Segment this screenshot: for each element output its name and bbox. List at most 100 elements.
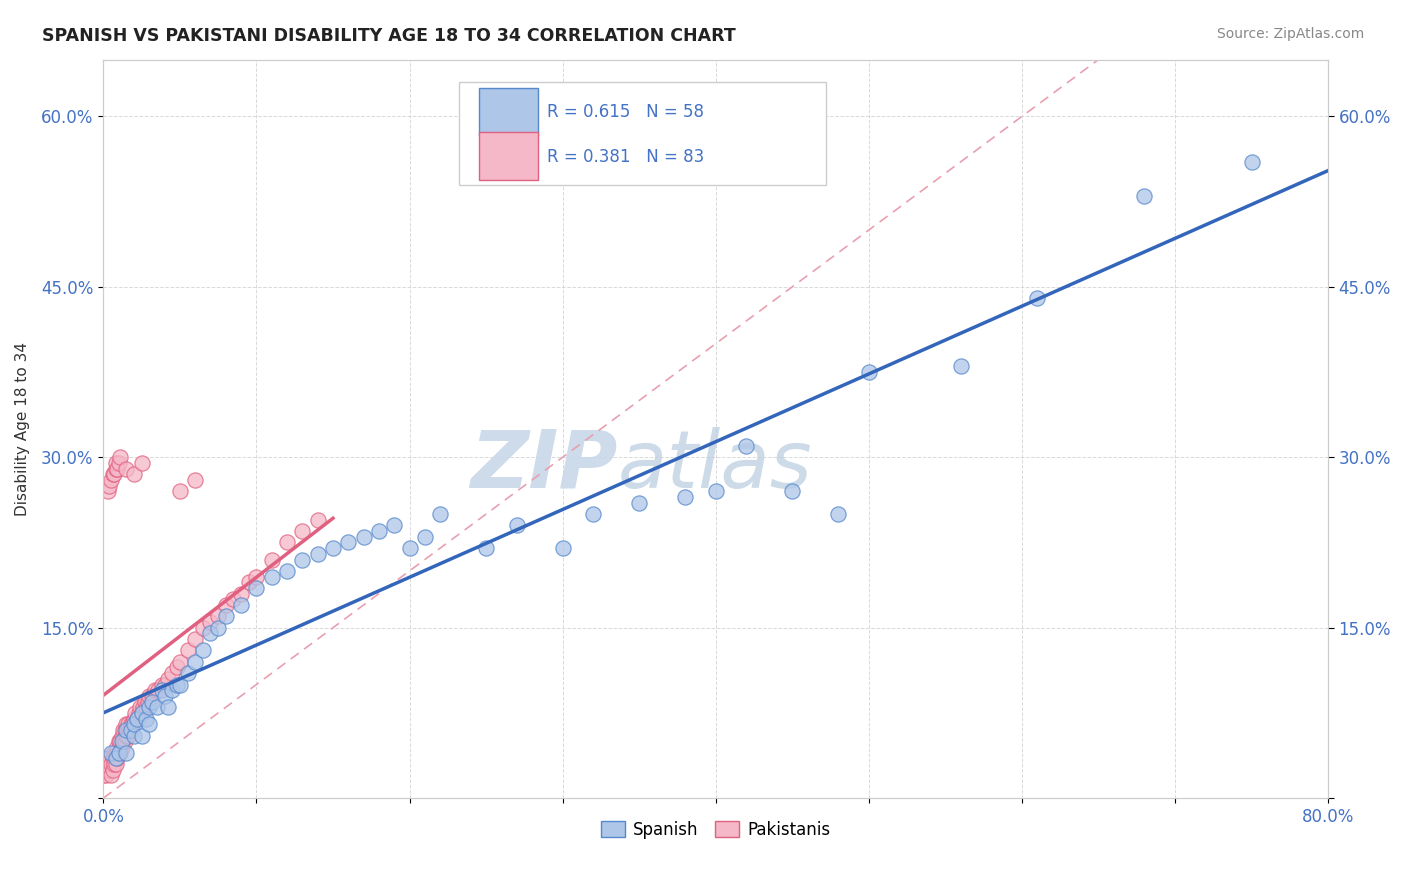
Point [322, 541, 344, 556]
Point [141, 695, 163, 709]
Point [200, 626, 222, 640]
Point [276, 564, 298, 578]
Text: atlas: atlas [617, 426, 813, 505]
Point [141, 689, 163, 703]
Point [276, 535, 298, 549]
Point [138, 689, 160, 703]
Point [97, 757, 120, 772]
Point [118, 723, 141, 737]
Point [114, 723, 136, 737]
Point [128, 706, 150, 720]
Point [238, 575, 260, 590]
Point [112, 734, 135, 748]
Point [138, 700, 160, 714]
Point [337, 535, 360, 549]
FancyBboxPatch shape [479, 88, 538, 136]
Point [101, 467, 124, 482]
Point [166, 660, 188, 674]
Point [104, 751, 127, 765]
Point [103, 467, 125, 482]
Point [949, 359, 972, 374]
Point [260, 569, 283, 583]
Point [105, 739, 128, 754]
Point [122, 729, 145, 743]
Point [176, 666, 198, 681]
Point [107, 746, 129, 760]
Point [104, 746, 127, 760]
Point [1026, 291, 1049, 305]
Point [858, 365, 880, 379]
Point [111, 729, 134, 743]
Point [125, 712, 148, 726]
Point [120, 717, 142, 731]
Point [131, 706, 153, 720]
Point [98, 763, 121, 777]
Point [108, 734, 131, 748]
Point [122, 712, 145, 726]
Point [1133, 189, 1156, 203]
Point [122, 717, 145, 731]
Point [112, 723, 135, 737]
Point [780, 484, 803, 499]
Point [111, 739, 134, 754]
Point [115, 746, 138, 760]
Point [105, 461, 128, 475]
Point [260, 552, 283, 566]
Point [134, 695, 156, 709]
Point [184, 655, 207, 669]
Point [291, 552, 314, 566]
Point [135, 712, 157, 726]
Point [100, 746, 122, 760]
Point [169, 655, 191, 669]
Point [153, 689, 176, 703]
Point [104, 461, 127, 475]
Point [291, 524, 314, 538]
Point [101, 763, 124, 777]
Point [108, 746, 131, 760]
Point [184, 473, 207, 487]
Point [121, 717, 143, 731]
Point [131, 729, 153, 743]
Point [96, 768, 118, 782]
Point [150, 683, 173, 698]
Point [704, 484, 727, 499]
Point [117, 729, 139, 743]
Point [124, 706, 146, 720]
Text: ZIP: ZIP [471, 426, 617, 505]
Point [91, 768, 114, 782]
Point [103, 746, 125, 760]
Point [103, 757, 125, 772]
Point [215, 598, 238, 612]
Point [104, 456, 127, 470]
Text: Source: ZipAtlas.com: Source: ZipAtlas.com [1216, 27, 1364, 41]
Text: R = 0.381   N = 83: R = 0.381 N = 83 [547, 148, 704, 166]
Point [207, 609, 229, 624]
Point [215, 609, 238, 624]
Point [169, 677, 191, 691]
Point [98, 751, 121, 765]
Point [628, 496, 651, 510]
Point [827, 507, 849, 521]
Point [105, 751, 128, 765]
Point [229, 586, 252, 600]
Point [148, 683, 170, 698]
Point [101, 751, 124, 765]
Point [115, 729, 138, 743]
Point [94, 763, 117, 777]
Point [398, 541, 420, 556]
FancyBboxPatch shape [479, 132, 538, 180]
Point [107, 456, 129, 470]
Point [229, 598, 252, 612]
Point [176, 643, 198, 657]
Point [146, 700, 169, 714]
Point [129, 700, 152, 714]
Point [382, 518, 405, 533]
Point [115, 717, 138, 731]
Point [307, 513, 329, 527]
Point [131, 456, 153, 470]
Point [104, 757, 127, 772]
Point [100, 757, 122, 772]
Point [136, 695, 159, 709]
Point [156, 700, 179, 714]
Point [117, 717, 139, 731]
